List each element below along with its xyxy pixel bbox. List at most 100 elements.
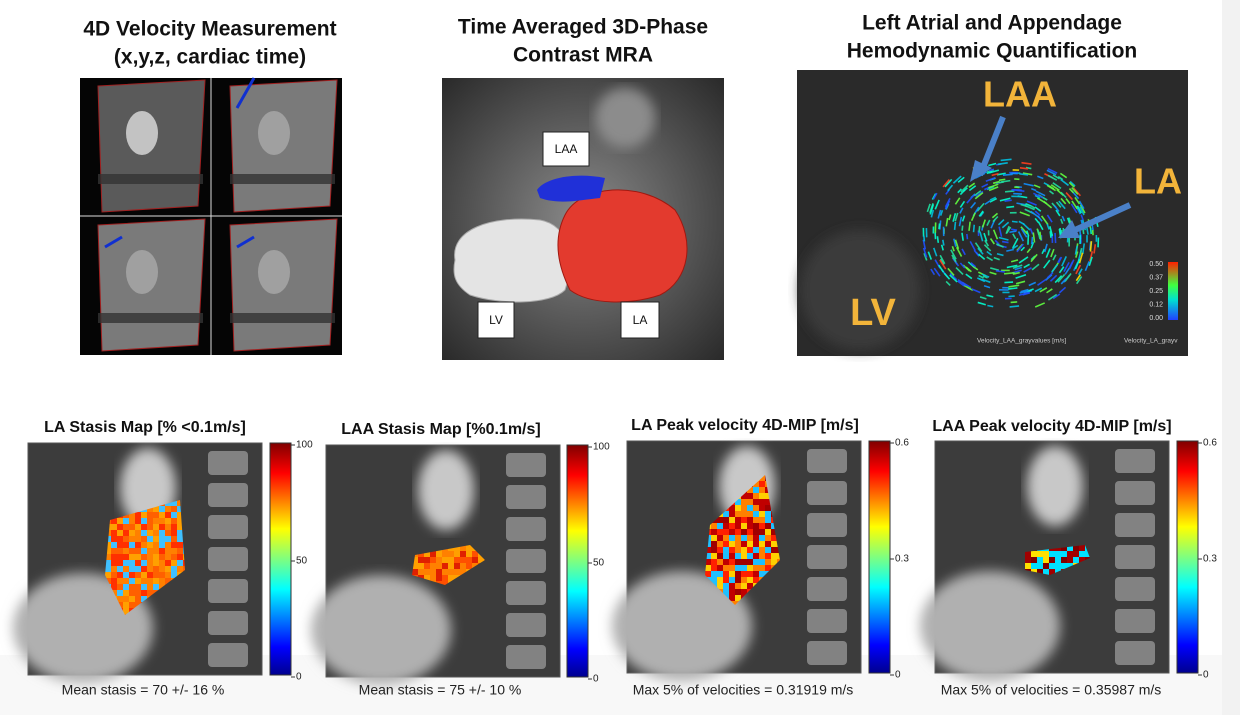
streamline (1019, 173, 1029, 176)
streamline (955, 246, 963, 257)
voxel (123, 590, 129, 596)
streamline (1050, 184, 1060, 191)
vertebra (208, 611, 248, 635)
streamline (992, 229, 999, 240)
voxel (1037, 569, 1043, 575)
streamline (996, 252, 1004, 257)
voxel (141, 554, 147, 560)
voxel (711, 535, 717, 541)
colorbar-label: 100 (296, 440, 313, 451)
voxel (177, 548, 183, 554)
stasis-map: LA Stasis Map [% <0.1m/s] 100 50 0 Mean stas… (13, 419, 313, 698)
streamline (932, 192, 938, 200)
streamline (1075, 251, 1079, 258)
voxel (147, 518, 153, 524)
voxel (111, 536, 117, 542)
streamline (959, 262, 966, 269)
voxel (111, 578, 117, 584)
voxel (442, 563, 448, 569)
voxel (147, 506, 153, 512)
streamline (1046, 184, 1057, 192)
voxel (159, 524, 165, 530)
map-title: LA Stasis Map [% <0.1m/s] (44, 419, 246, 436)
streamline (1074, 258, 1081, 270)
streamline (927, 251, 933, 260)
direction-arrow (236, 235, 255, 249)
voxel (159, 572, 165, 578)
voxel (111, 560, 117, 566)
voxel (141, 584, 147, 590)
map-title: LAA Stasis Map [%0.1m/s] (341, 421, 540, 438)
voxel (442, 557, 448, 563)
voxel (105, 578, 111, 584)
voxel (723, 565, 729, 571)
vertebra (1115, 449, 1155, 473)
voxel (747, 487, 753, 493)
streamline (1074, 196, 1081, 205)
streamline (978, 253, 986, 260)
voxel (165, 578, 171, 584)
voxel (747, 547, 753, 553)
voxel (424, 575, 430, 581)
voxel (741, 505, 747, 511)
streamline (1057, 273, 1066, 283)
streamline (1076, 205, 1083, 214)
streamline (1077, 268, 1083, 276)
streamline (992, 215, 999, 223)
streamline (1080, 214, 1084, 221)
voxel (153, 542, 159, 548)
streamline (923, 235, 926, 242)
streamline (1007, 287, 1018, 290)
voxel (460, 569, 466, 575)
voxel (117, 560, 123, 566)
streamline (1028, 281, 1037, 287)
voxel (117, 536, 123, 542)
voxel (711, 571, 717, 577)
voxel (436, 581, 442, 585)
streamline (954, 239, 960, 250)
voxel (159, 560, 165, 566)
voxel (165, 524, 171, 530)
voxel (711, 547, 717, 553)
streamline (938, 264, 945, 273)
voxel (129, 536, 135, 542)
voxel (147, 512, 153, 518)
voxel (165, 536, 171, 542)
voxel (717, 583, 723, 589)
voxel (135, 554, 141, 560)
voxel (153, 566, 159, 572)
voxel (183, 554, 185, 560)
voxel (141, 542, 147, 548)
voxel (765, 517, 771, 523)
voxel (741, 523, 747, 529)
voxel (147, 530, 153, 536)
streamline (1020, 288, 1029, 293)
label-box (542, 131, 590, 167)
voxel (753, 577, 759, 583)
streamline (1053, 205, 1060, 212)
streamline (1058, 200, 1066, 210)
streamline (988, 168, 995, 172)
voxel (705, 553, 711, 559)
voxel (171, 500, 177, 506)
streamline (926, 203, 931, 213)
vertebra (807, 577, 847, 601)
voxel (723, 535, 729, 541)
streamline (1078, 200, 1085, 210)
streamline (1046, 169, 1057, 176)
voxel (129, 584, 135, 590)
voxel (472, 551, 478, 557)
ventricle (311, 575, 451, 685)
voxel (747, 493, 753, 499)
vertebra (208, 483, 248, 507)
streamline (1049, 231, 1052, 238)
voxel (741, 553, 747, 559)
voxel (1073, 545, 1079, 551)
streamline (988, 162, 997, 167)
voxel (117, 578, 123, 584)
streamline (939, 254, 946, 265)
voxel (1043, 563, 1049, 569)
streamline (1025, 166, 1032, 170)
voxel (723, 553, 729, 559)
voxel (183, 560, 185, 566)
